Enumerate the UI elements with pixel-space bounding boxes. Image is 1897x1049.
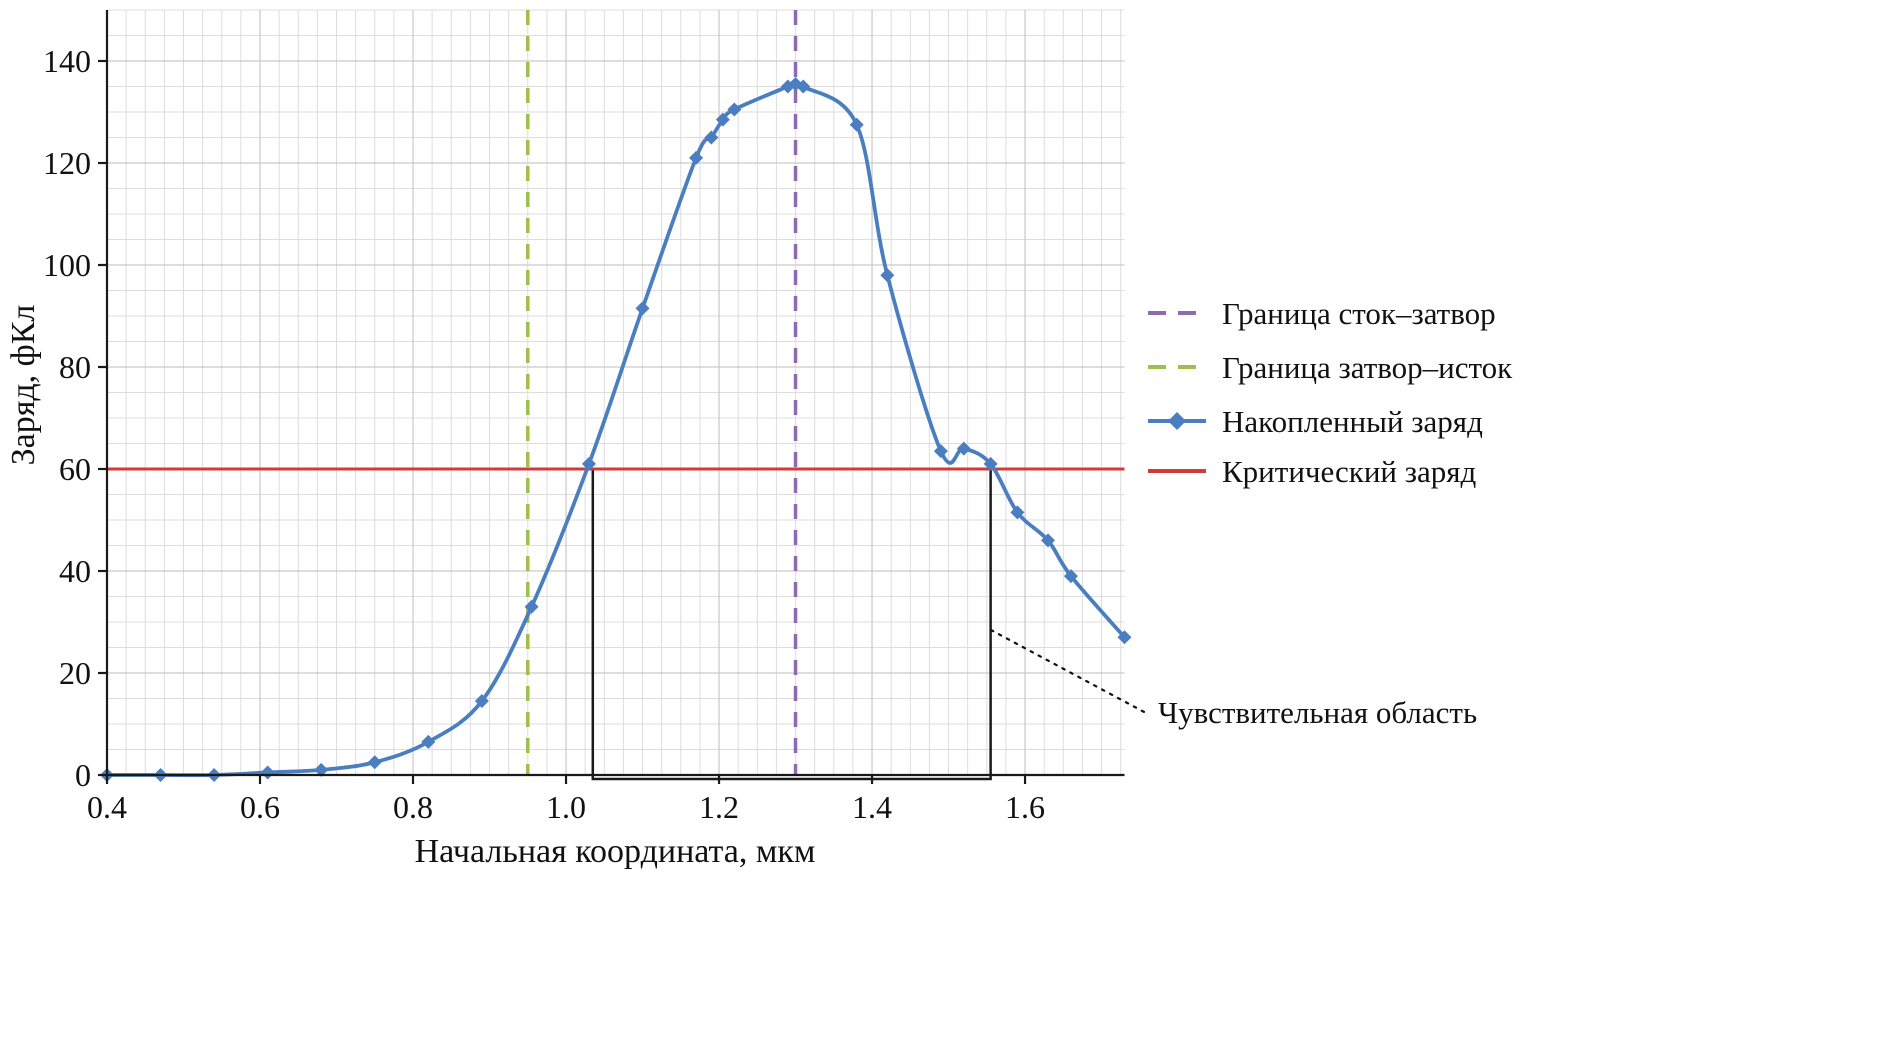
- legend-label-critical-charge: Критический заряд: [1222, 454, 1477, 489]
- legend-item-accumulated-charge: Накопленный заряд: [1148, 404, 1483, 439]
- sensitive-region-leader-line: [989, 628, 1148, 715]
- svg-text:0.8: 0.8: [393, 789, 433, 825]
- axes: 0.4 0.6 0.8 1.0 1.2 1.4 1.6 0 20 40 60 80 100 120 140: [43, 10, 1125, 825]
- svg-text:80: 80: [59, 349, 91, 385]
- svg-text:0: 0: [75, 757, 91, 793]
- plot-series: [100, 10, 1132, 782]
- svg-text:1.2: 1.2: [699, 789, 739, 825]
- svg-text:1.4: 1.4: [852, 789, 892, 825]
- legend-label-drain-gate: Граница сток–затвор: [1222, 296, 1496, 331]
- svg-text:1.0: 1.0: [546, 789, 586, 825]
- svg-text:60: 60: [59, 451, 91, 487]
- svg-text:120: 120: [43, 145, 91, 181]
- legend-item-gate-source-boundary: Граница затвор–исток: [1148, 350, 1513, 385]
- svg-text:100: 100: [43, 247, 91, 283]
- svg-text:40: 40: [59, 553, 91, 589]
- accumulated-charge-marker-sample: [1168, 412, 1186, 430]
- svg-text:1.6: 1.6: [1005, 789, 1045, 825]
- x-axis-title: Начальная координата, мкм: [415, 833, 816, 870]
- svg-text:140: 140: [43, 43, 91, 79]
- legend: Граница сток–затвор Граница затвор–исток…: [1148, 296, 1513, 489]
- svg-text:20: 20: [59, 655, 91, 691]
- legend-item-critical-charge: Критический заряд: [1148, 454, 1477, 489]
- svg-text:0.4: 0.4: [87, 789, 127, 825]
- y-axis-title: Заряд, фКл: [5, 305, 42, 466]
- svg-text:0.6: 0.6: [240, 789, 280, 825]
- legend-item-drain-gate-boundary: Граница сток–затвор: [1148, 296, 1496, 331]
- legend-label-gate-source: Граница затвор–исток: [1222, 350, 1513, 385]
- legend-label-accumulated-charge: Накопленный заряд: [1222, 404, 1483, 439]
- sensitive-region-label: Чувствительная область: [1158, 695, 1477, 730]
